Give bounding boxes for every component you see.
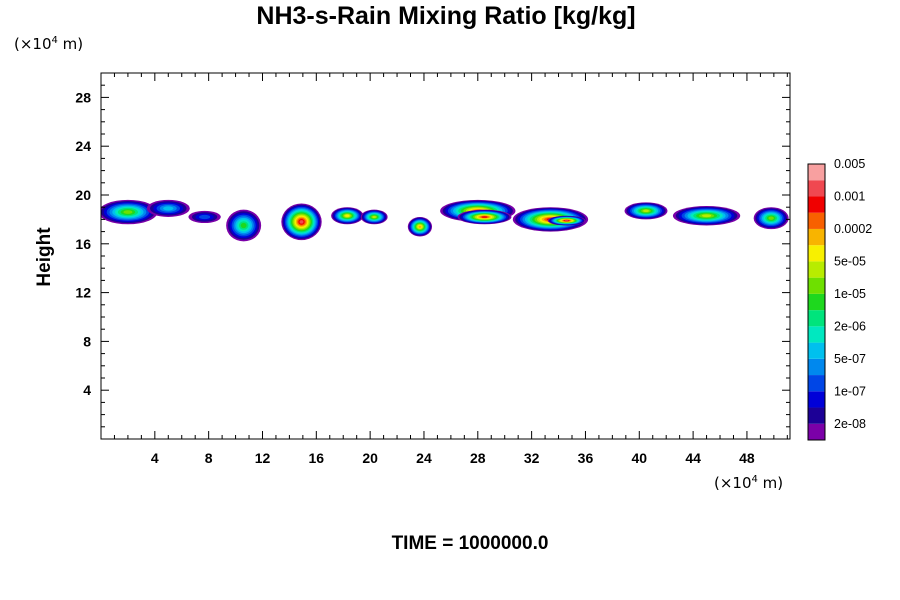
y-tick-label: 12	[75, 285, 91, 301]
cloud-blob	[101, 199, 158, 225]
x-tick-label: 36	[578, 450, 594, 466]
colorbar-swatch	[808, 342, 825, 359]
cloud-blob	[188, 210, 221, 224]
contour-level-9	[123, 210, 133, 214]
cloud-blob	[407, 216, 433, 237]
contour-level-10	[701, 214, 712, 218]
time-label: TIME = 1000000.0	[392, 533, 549, 554]
y-tick-label: 8	[83, 333, 91, 349]
cloud-blob	[360, 209, 388, 225]
colorbar-frame	[807, 163, 826, 441]
x-tick-label: 4	[151, 450, 159, 466]
y-tick-label: 4	[83, 382, 91, 398]
y-axis-label: Height	[34, 227, 55, 287]
colorbar-swatch	[808, 310, 825, 327]
colorbar-swatch	[808, 212, 825, 229]
colorbar-swatch	[808, 391, 825, 408]
x-unit-label: (×104 m)	[714, 474, 783, 492]
x-tick-label: 40	[631, 450, 647, 466]
cloud-blob	[226, 209, 262, 242]
colorbar-swatch	[808, 261, 825, 278]
y-unit-exp: 4	[52, 35, 58, 46]
colorbar-swatch	[808, 407, 825, 424]
colorbar-swatch	[808, 245, 825, 262]
y-tick-label: 20	[75, 187, 91, 203]
cloud-blob	[753, 207, 789, 230]
cloud-blob	[146, 199, 190, 217]
cloud-blob	[672, 205, 741, 226]
contour-level-15	[564, 220, 569, 222]
colorbar-label: 2e-06	[834, 319, 866, 333]
contour-level-8	[240, 222, 247, 229]
colorbar-swatch	[808, 277, 825, 294]
cloud-blob	[281, 203, 322, 241]
colorbar-swatch	[808, 293, 825, 311]
y-unit-tail: m)	[58, 35, 83, 53]
colorbar-swatch	[808, 326, 825, 343]
y-axis-ticks: 4 8 12 16 20 24 28	[75, 84, 790, 428]
x-unit-exp: 4	[752, 474, 758, 485]
cloud-blob	[547, 215, 586, 226]
x-tick-label: 20	[362, 450, 378, 466]
y-unit-base: (×10	[14, 35, 52, 53]
cloud-blob	[457, 209, 512, 225]
x-tick-label: 44	[685, 450, 701, 466]
colorbar-label: 5e-05	[834, 254, 866, 268]
colorbar-label: 0.005	[834, 157, 865, 171]
colorbar-swatch	[808, 196, 825, 213]
colorbar-swatch	[808, 228, 825, 246]
contour-level-12	[418, 225, 422, 228]
x-tick-label: 16	[309, 450, 325, 466]
y-unit-label: (×104 m)	[14, 35, 83, 53]
x-tick-label: 48	[739, 450, 755, 466]
x-tick-label: 28	[470, 450, 486, 466]
colorbar-label: 0.001	[834, 189, 865, 203]
contour-level-10	[372, 215, 377, 218]
mixing-ratio-field	[101, 199, 789, 242]
chart-title: NH3-s-Rain Mixing Ratio [kg/kg]	[256, 2, 635, 30]
contour-level-11	[345, 214, 350, 217]
contour-level-9	[768, 216, 774, 220]
x-axis-ticks: 4 8 12 16 20 24 28 32 36 40 44 48	[113, 73, 788, 466]
contour-level-15	[299, 220, 304, 224]
cloud-blob	[331, 207, 364, 225]
y-tick-label: 24	[75, 138, 91, 154]
contour-level-10	[643, 209, 649, 213]
y-tick-label: 28	[75, 89, 91, 105]
colorbar-swatch	[808, 164, 825, 181]
cloud-blob	[624, 202, 668, 220]
x-tick-label: 32	[524, 450, 540, 466]
colorbar-swatch	[808, 375, 825, 392]
contour-level-14	[481, 216, 488, 218]
colorbar-label: 2e-08	[834, 417, 866, 431]
colorbar-swatch	[808, 423, 825, 440]
colorbar-label: 1e-07	[834, 384, 866, 398]
x-tick-label: 24	[416, 450, 432, 466]
x-unit-base: (×10	[714, 474, 752, 492]
y-tick-label: 16	[75, 236, 91, 252]
colorbar-label: 5e-07	[834, 352, 866, 366]
colorbar-label: 0.0002	[834, 222, 872, 236]
contour-level-5	[163, 206, 174, 211]
colorbar-swatch	[808, 358, 825, 376]
contour-level-3	[199, 214, 211, 220]
colorbar: 2e-08 1e-07 5e-07 2e-06 1e-05 5e-05 0.0002 0.00…	[807, 157, 872, 441]
colorbar-label: 1e-05	[834, 287, 866, 301]
x-tick-label: 8	[205, 450, 213, 466]
plot-frame	[100, 72, 791, 440]
x-tick-label: 12	[255, 450, 271, 466]
x-unit-tail: m)	[758, 474, 783, 492]
colorbar-swatch	[808, 180, 825, 197]
